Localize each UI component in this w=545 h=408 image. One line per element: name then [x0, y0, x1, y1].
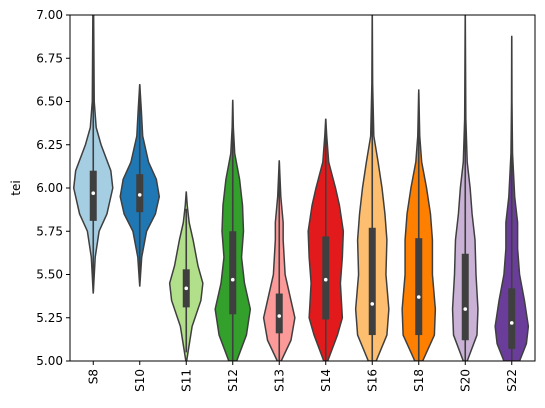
y-tick-label: 6.50 — [36, 95, 63, 109]
box — [508, 288, 516, 349]
median — [509, 321, 514, 325]
box — [461, 253, 469, 341]
x-tick-label: S11 — [179, 369, 193, 392]
box — [229, 231, 237, 315]
y-tick-label: 5.25 — [36, 311, 63, 325]
y-tick-label: 5.75 — [36, 224, 63, 238]
box — [368, 227, 376, 336]
median — [463, 307, 468, 311]
y-tick-label: 7.00 — [36, 8, 63, 22]
plot-area — [72, 15, 530, 361]
y-tick-label: 6.75 — [36, 51, 63, 65]
box — [415, 238, 423, 336]
x-tick-label: S13 — [272, 369, 286, 392]
x-tick-label: S10 — [133, 369, 147, 392]
y-tick-label: 5.50 — [36, 268, 63, 282]
median — [416, 295, 421, 299]
x-tick-label: S18 — [412, 369, 426, 392]
median — [370, 302, 375, 306]
median — [91, 191, 96, 195]
y-axis-label: tei — [9, 180, 23, 195]
y-tick-label: 5.00 — [36, 354, 63, 368]
x-tick-label: S16 — [365, 369, 379, 392]
x-tick-label: S22 — [505, 369, 519, 392]
median — [277, 314, 282, 318]
box — [89, 170, 97, 221]
x-tick-label: S8 — [86, 369, 100, 384]
x-tick-label: S14 — [319, 369, 333, 392]
median — [323, 277, 328, 282]
median — [230, 277, 235, 282]
y-tick-label: 6.25 — [36, 138, 63, 152]
x-tick-label: S12 — [226, 369, 240, 392]
x-tick-label: S20 — [458, 369, 472, 392]
y-tick-label: 6.00 — [36, 181, 63, 195]
box — [275, 293, 283, 334]
median — [137, 193, 142, 197]
median — [184, 286, 189, 291]
